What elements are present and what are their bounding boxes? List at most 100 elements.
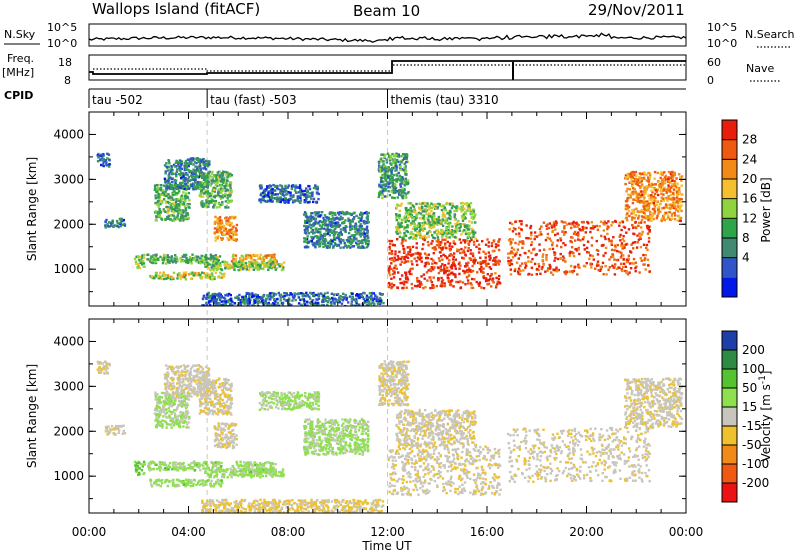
scatter-cell [110, 224, 113, 228]
scatter-cell [450, 254, 454, 257]
scatter-cell [412, 222, 415, 225]
scatter-cell [213, 295, 217, 298]
scatter-cell [510, 246, 514, 250]
scatter-cell [595, 264, 599, 267]
scatter-cell [282, 261, 286, 264]
scatter-cell [188, 259, 191, 263]
scatter-cell [620, 244, 623, 247]
scatter-cell [653, 203, 656, 206]
scatter-cell [229, 235, 232, 238]
scatter-cell [212, 188, 215, 192]
scatter-cell [211, 264, 214, 267]
scatter-cell [350, 240, 353, 243]
scatter-cell [384, 183, 387, 186]
scatter-cell [174, 207, 177, 210]
scatter-cell [465, 262, 468, 265]
scatter-cell [185, 164, 189, 168]
scatter-cell [545, 254, 548, 257]
scatter-cell [311, 194, 314, 197]
scatter-cell [662, 189, 665, 193]
scatter-cell [571, 271, 574, 274]
scatter-cell [331, 239, 334, 243]
scatter-cell [624, 243, 628, 246]
scatter-cell [672, 176, 675, 179]
scatter-cell [227, 201, 230, 204]
scatter-cell [470, 270, 474, 273]
scatter-cell [186, 178, 190, 181]
scatter-cell [419, 208, 423, 211]
scatter-cell [280, 184, 284, 188]
scatter-cell [393, 196, 396, 200]
scatter-cell [391, 175, 394, 179]
scatter-cell [408, 245, 411, 249]
scatter-cell [388, 273, 392, 277]
scatter-cell [323, 214, 327, 217]
scatter-cell [405, 153, 408, 156]
scatter-cell [215, 264, 218, 267]
scatter-cell [508, 263, 511, 267]
scatter-cell [389, 168, 392, 171]
scatter-cell [420, 275, 423, 278]
scatter-cell [217, 224, 220, 228]
scatter-cell [464, 246, 467, 249]
scatter-cell [674, 214, 677, 217]
scatter-cell [317, 215, 320, 218]
scatter-cell [636, 234, 639, 237]
scatter-cell [184, 176, 187, 180]
scatter-cell [676, 219, 679, 222]
scatter-cell [440, 241, 443, 244]
scatter-cell [458, 238, 461, 241]
scatter-cell [149, 260, 152, 263]
scatter-cell [602, 229, 605, 232]
scatter-cell [590, 244, 594, 247]
scatter-cell [196, 258, 199, 261]
scatter-cell [458, 272, 461, 276]
scatter-cell [218, 275, 221, 278]
scatter-cell [212, 254, 215, 258]
scatter-cell [166, 179, 169, 183]
scatter-cell [432, 226, 435, 229]
scatter-cell [466, 268, 469, 272]
scatter-cell [176, 277, 179, 280]
scatter-cell [336, 211, 340, 215]
scatter-cell [183, 164, 186, 168]
scatter-cell [368, 302, 371, 305]
scatter-cell [163, 193, 166, 196]
scatter-cell [545, 258, 548, 261]
scatter-cell [550, 226, 554, 229]
scatter-cell [530, 231, 533, 234]
scatter-cell [202, 205, 205, 208]
scatter-cell [457, 280, 460, 284]
scatter-cell [409, 236, 413, 239]
scatter-cell [162, 256, 166, 260]
scatter-cell [211, 199, 214, 202]
scatter-cell [509, 273, 513, 276]
scatter-cell [364, 242, 368, 245]
scatter-cell [306, 218, 310, 221]
scatter-cell [305, 221, 309, 224]
scatter-cell [444, 238, 447, 241]
scatter-cell [451, 205, 454, 208]
scatter-cell [602, 273, 605, 276]
scatter-cell [205, 201, 208, 204]
scatter-cell [354, 227, 358, 230]
scatter-cell [158, 209, 161, 213]
scatter-cell [623, 246, 626, 249]
scatter-cell [311, 299, 315, 302]
scatter-cell [577, 238, 580, 241]
scatter-cell [316, 212, 319, 215]
scatter-cell [460, 206, 464, 209]
scatter-cell [258, 199, 261, 202]
scatter-cell [170, 184, 174, 188]
scatter-cell [305, 187, 308, 190]
scatter-cell [409, 267, 412, 271]
scatter-cell [245, 268, 248, 271]
scatter-cell [261, 297, 264, 300]
scatter-cell [545, 224, 548, 227]
scatter-cell [154, 258, 158, 261]
scatter-cell [268, 196, 271, 199]
scatter-cell [158, 211, 161, 214]
scatter-cell [543, 248, 546, 251]
scatter-cell [382, 163, 385, 166]
scatter-cell [197, 273, 200, 277]
